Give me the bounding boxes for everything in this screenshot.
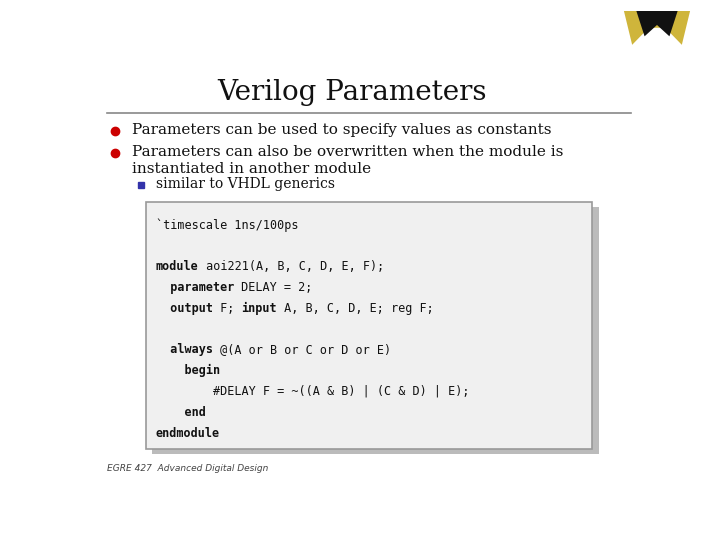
Polygon shape — [624, 11, 690, 45]
Text: input: input — [241, 302, 277, 315]
Text: always: always — [156, 343, 213, 356]
Text: instantiated in another module: instantiated in another module — [132, 162, 371, 176]
Text: output: output — [156, 302, 213, 315]
Text: F;: F; — [213, 302, 241, 315]
Text: similar to VHDL generics: similar to VHDL generics — [156, 177, 335, 191]
FancyBboxPatch shape — [153, 207, 599, 454]
Text: EGRE 427  Advanced Digital Design: EGRE 427 Advanced Digital Design — [107, 464, 268, 473]
Text: begin: begin — [156, 364, 220, 377]
Text: aoi221(A, B, C, D, E, F);: aoi221(A, B, C, D, E, F); — [199, 260, 384, 273]
Text: `timescale 1ns/100ps: `timescale 1ns/100ps — [156, 219, 298, 232]
Text: Parameters can also be overwritten when the module is: Parameters can also be overwritten when … — [132, 145, 563, 159]
Text: Verilog Parameters: Verilog Parameters — [217, 79, 487, 106]
Text: module: module — [156, 260, 199, 273]
Text: A, B, C, D, E; reg F;: A, B, C, D, E; reg F; — [277, 302, 433, 315]
Text: Parameters can be used to specify values as constants: Parameters can be used to specify values… — [132, 123, 552, 137]
Text: DELAY = 2;: DELAY = 2; — [234, 281, 312, 294]
Text: @(A or B or C or D or E): @(A or B or C or D or E) — [213, 343, 391, 356]
Text: end: end — [156, 406, 206, 419]
Text: parameter: parameter — [156, 281, 234, 294]
Text: #DELAY F = ~((A & B) | (C & D) | E);: #DELAY F = ~((A & B) | (C & D) | E); — [156, 385, 469, 398]
Polygon shape — [636, 11, 678, 36]
FancyBboxPatch shape — [145, 202, 593, 449]
Text: endmodule: endmodule — [156, 427, 220, 440]
